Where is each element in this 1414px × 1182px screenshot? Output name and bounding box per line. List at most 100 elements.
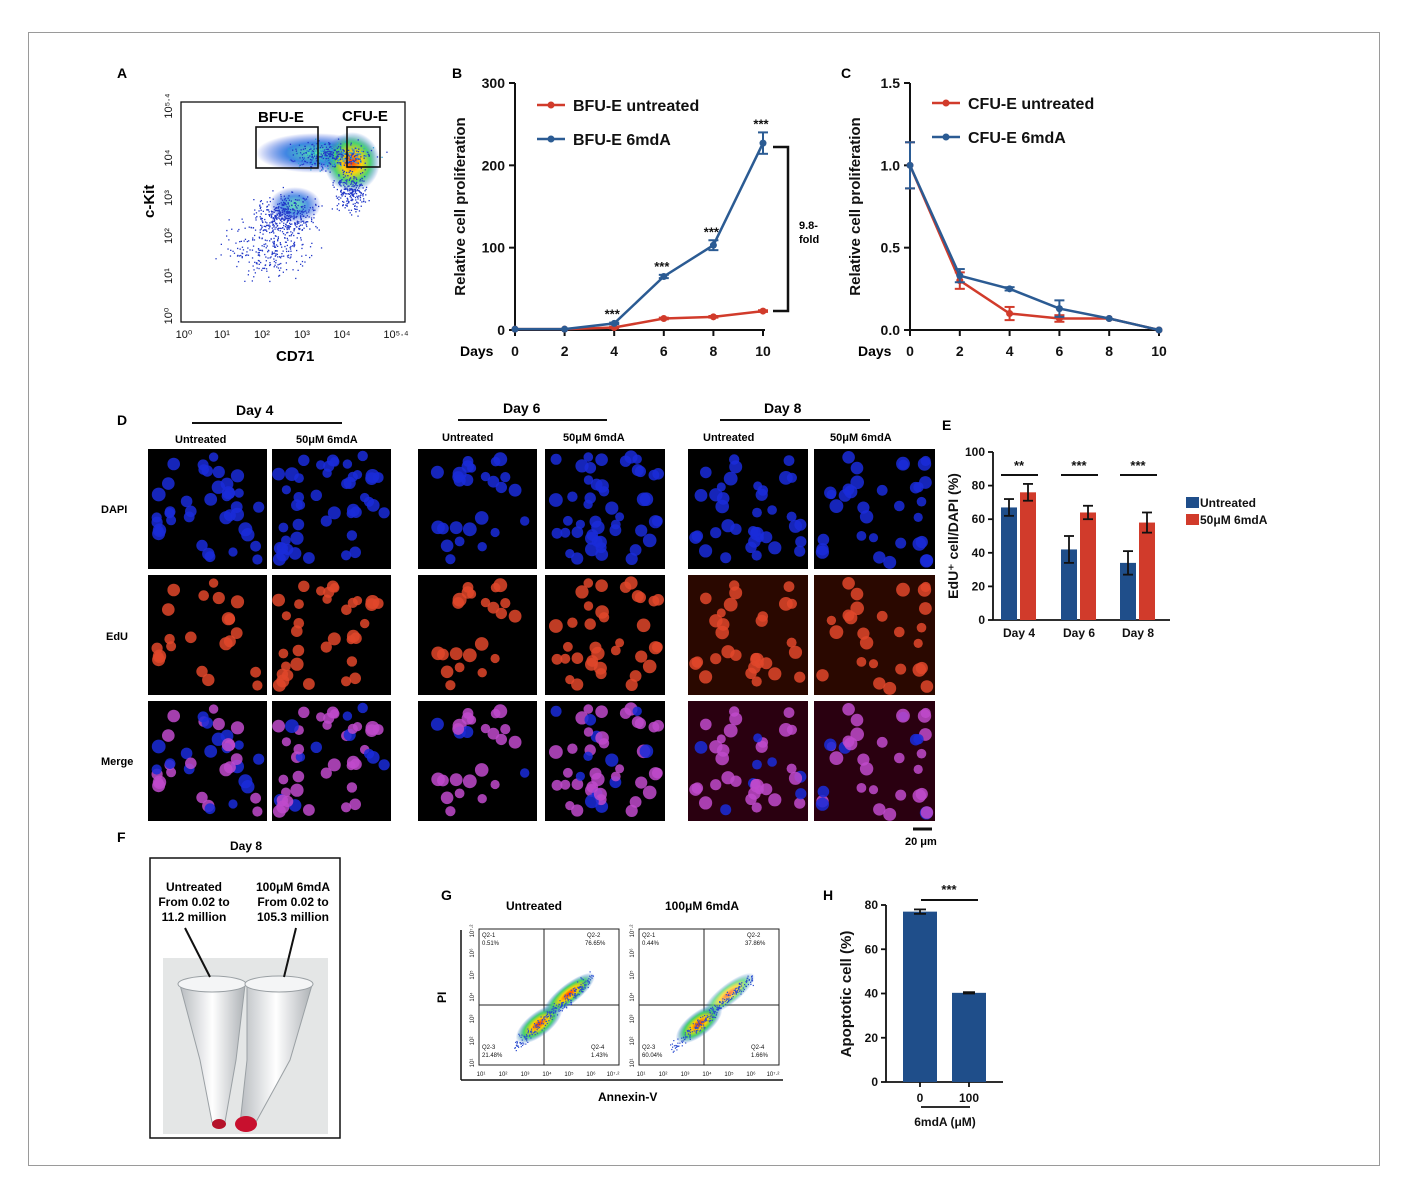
a-event-dot <box>348 149 350 151</box>
event-dot <box>717 1007 719 1009</box>
a-event-dot <box>270 216 272 219</box>
panel-f-letter: F <box>117 829 126 845</box>
a-event-dot <box>302 201 304 203</box>
nucleus <box>595 705 608 718</box>
a-event-dot <box>320 247 323 249</box>
f-tube2-line1: 100μM 6mdA <box>256 880 330 894</box>
a-event-dot <box>354 208 356 210</box>
event-dot <box>536 1032 538 1034</box>
a-event-dot <box>287 239 289 241</box>
a-event-dot <box>312 162 314 164</box>
a-event-dot <box>237 230 239 232</box>
a-event-dot <box>345 188 347 190</box>
x-tick-label: 10² <box>499 1072 508 1078</box>
nucleus <box>895 537 907 549</box>
a-event-dot <box>251 249 254 251</box>
nucleus <box>859 762 874 776</box>
a-event-dot <box>271 252 274 255</box>
a-event-dot <box>290 233 293 236</box>
a-event-dot <box>278 269 281 272</box>
a-event-dot <box>333 180 335 182</box>
event-dot <box>565 1000 567 1002</box>
nucleus <box>783 455 795 466</box>
a-event-dot <box>262 210 264 212</box>
panel-a-axes-box <box>180 101 406 323</box>
event-dot <box>728 1001 730 1003</box>
event-dot <box>524 1037 526 1039</box>
a-event-dot <box>252 245 255 247</box>
nucleus <box>824 486 837 499</box>
y-tick-label: 10⁶ <box>629 948 636 958</box>
nucleus <box>276 548 290 562</box>
a-event-dot <box>362 187 364 189</box>
a-event-dot <box>272 223 275 226</box>
a-event-dot <box>338 175 340 177</box>
nucleus <box>873 803 886 816</box>
event-dot <box>590 976 592 978</box>
a-event-dot <box>286 228 288 231</box>
a-event-dot <box>349 158 351 160</box>
nucleus <box>723 723 738 738</box>
y-tick-label: 200 <box>482 157 506 173</box>
a-event-dot <box>321 142 324 144</box>
a-event-dot <box>342 191 345 193</box>
nucleus <box>795 788 807 800</box>
a-event-dot <box>314 154 316 156</box>
a-event-dot <box>266 206 268 208</box>
a-event-dot <box>281 217 283 219</box>
event-dot <box>745 985 747 987</box>
a-event-dot <box>353 149 356 151</box>
nucleus <box>357 702 368 714</box>
event-dot <box>533 1032 535 1034</box>
a-event-dot <box>334 147 337 149</box>
a-event-dot <box>322 161 324 163</box>
a-event-dot <box>337 142 339 144</box>
a-event-dot <box>318 140 320 142</box>
event-dot <box>534 1024 536 1026</box>
f-tube1-line1: Untreated <box>166 880 222 894</box>
event-dot <box>587 986 589 989</box>
a-event-dot <box>257 248 260 250</box>
a-event-dot <box>258 251 260 254</box>
a-event-dot <box>305 221 307 223</box>
a-event-dot <box>278 213 281 215</box>
a-event-dot <box>337 151 339 153</box>
nucleus <box>164 506 176 517</box>
a-event-dot <box>329 152 331 155</box>
a-event-dot <box>302 205 304 208</box>
event-dot <box>700 1029 702 1031</box>
a-event-dot <box>341 156 343 158</box>
a-event-dot <box>330 150 333 152</box>
nucleus <box>520 768 530 778</box>
a-event-dot <box>296 199 298 201</box>
a-event-dot <box>330 163 332 165</box>
a-event-dot <box>301 247 303 250</box>
a-event-dot <box>297 162 300 165</box>
a-event-dot <box>307 150 309 152</box>
a-event-dot <box>235 242 237 244</box>
event-dot <box>722 1002 724 1005</box>
a-event-dot <box>365 186 368 188</box>
event-dot <box>677 1038 679 1040</box>
a-event-dot <box>301 164 303 166</box>
a-x-tick-label: 10⁵·⁴ <box>383 329 408 341</box>
nucleus <box>824 738 837 751</box>
event-dot <box>572 993 574 995</box>
a-event-dot <box>302 197 304 199</box>
f-tube-right <box>235 975 314 1132</box>
a-event-dot <box>347 200 350 203</box>
event-dot <box>688 1029 690 1031</box>
event-dot <box>588 978 590 980</box>
event-dot <box>716 1005 718 1007</box>
nucleus <box>815 545 830 559</box>
a-event-dot <box>283 213 285 215</box>
nucleus <box>883 807 897 821</box>
event-dot <box>567 998 569 1000</box>
nucleus <box>730 775 742 787</box>
a-event-dot <box>314 163 316 165</box>
a-event-dot <box>359 158 361 160</box>
a-event-dot <box>270 214 273 216</box>
event-dot <box>561 1010 563 1012</box>
a-event-dot <box>304 160 306 162</box>
a-event-dot <box>354 196 357 199</box>
